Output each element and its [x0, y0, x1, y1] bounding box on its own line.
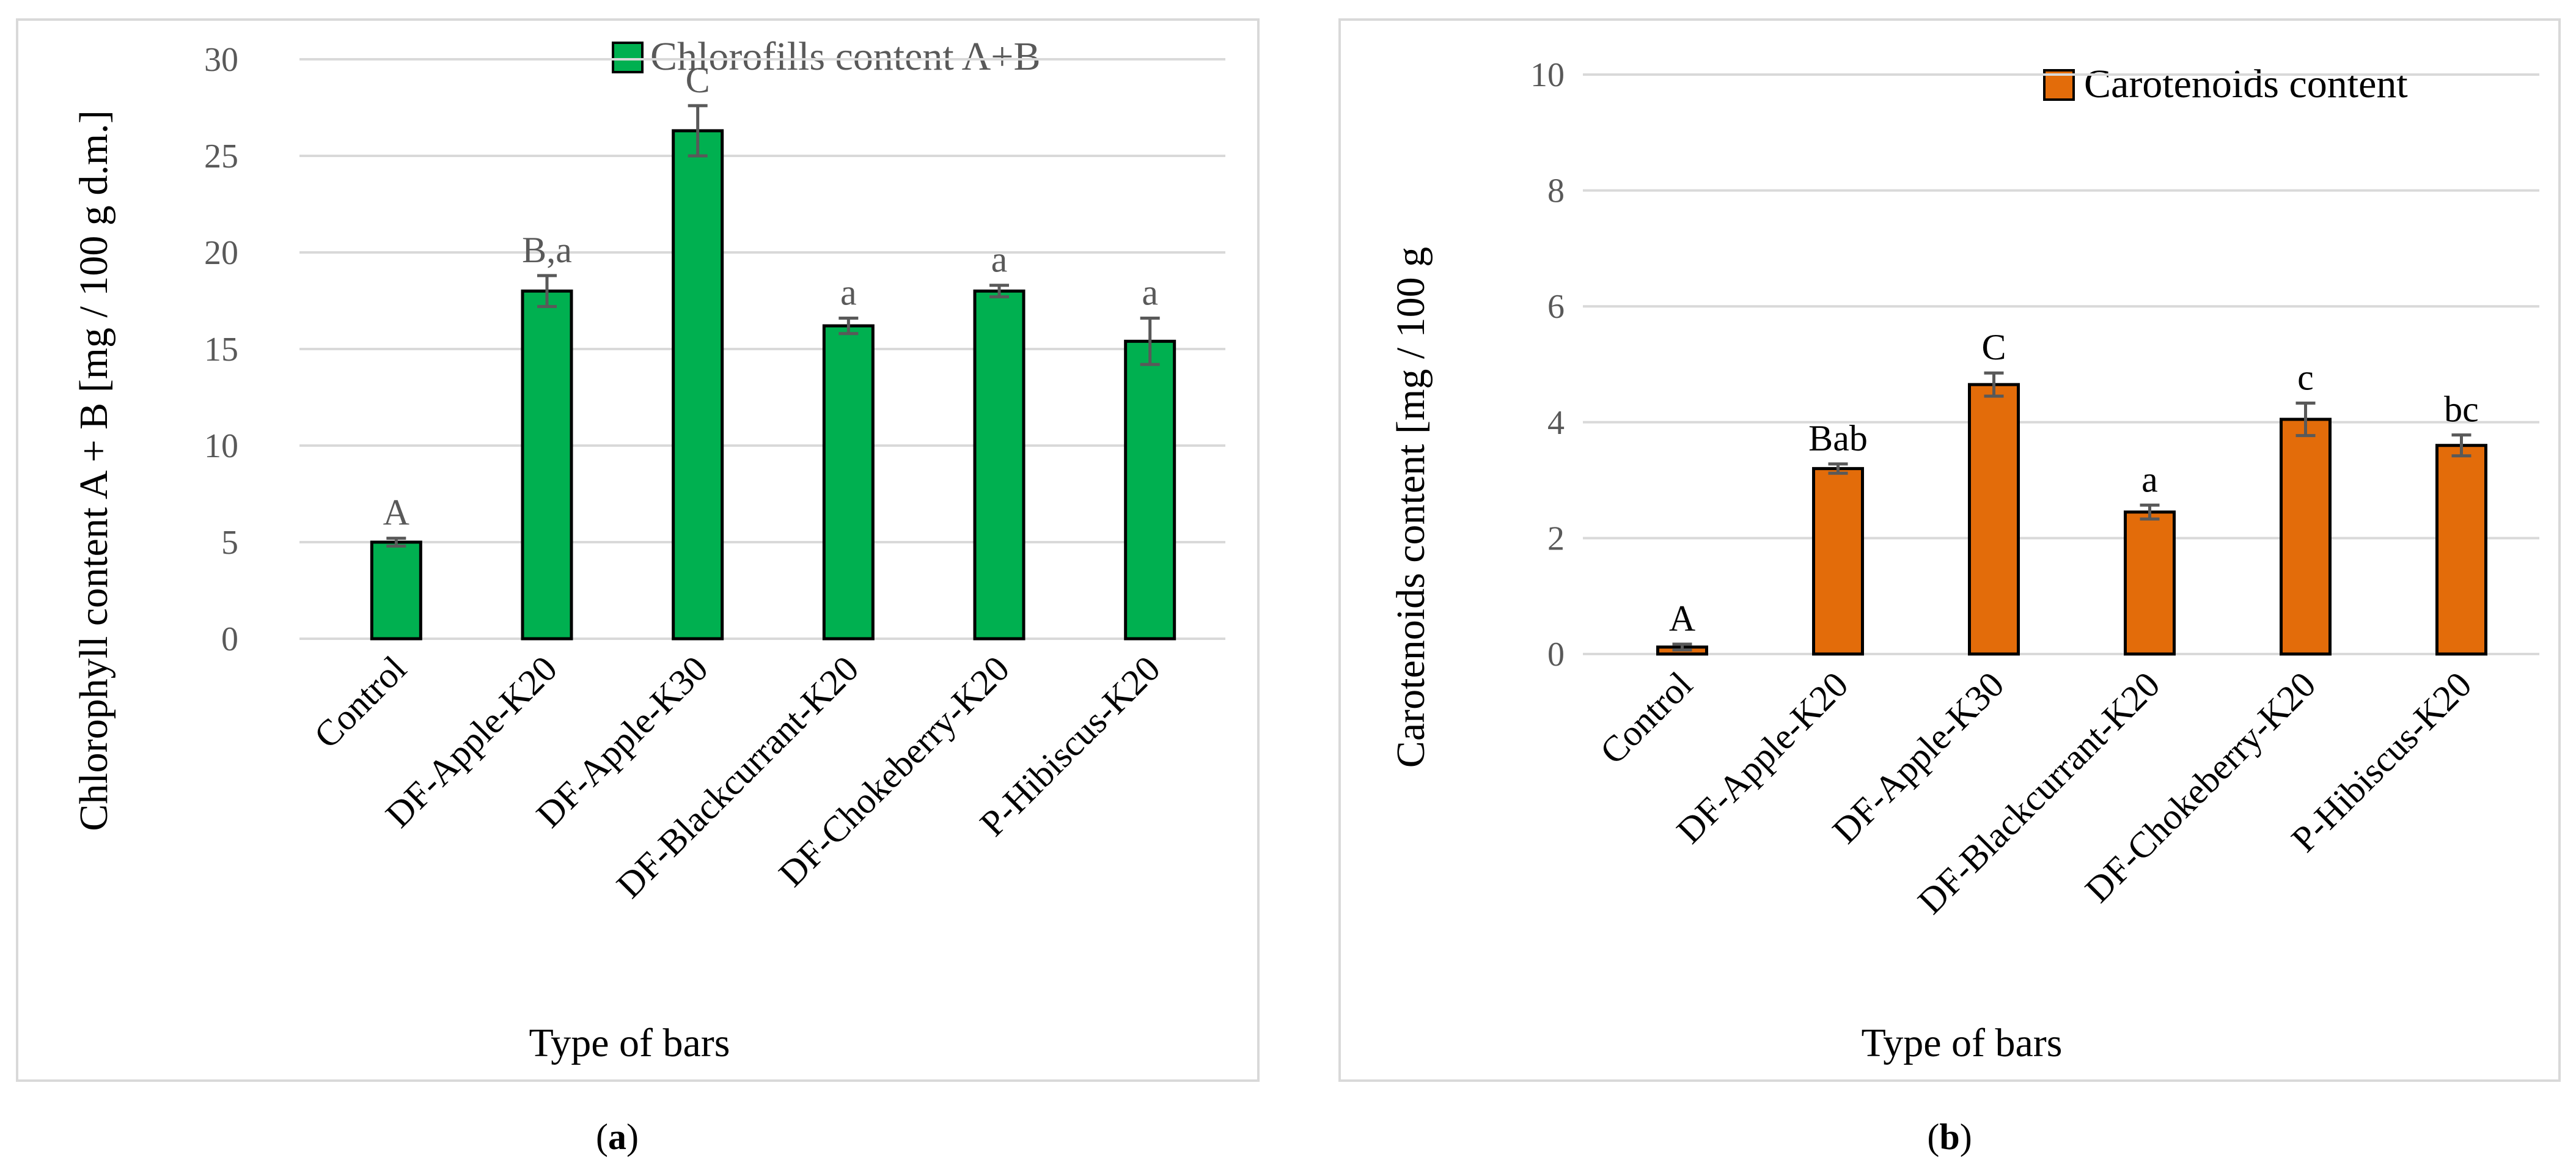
panel-a-ylabel: Chlorophyll content A + B [mg / 100 g d.…	[72, 110, 116, 831]
panel-a-data-label: a	[991, 240, 1008, 280]
panel-a-bar	[973, 289, 1026, 641]
caption-b-letter: b	[1939, 1117, 1959, 1157]
panel-a-legend-label: Chlorofills content A+B	[650, 34, 1041, 79]
panel-b-data-label: Bab	[1808, 418, 1868, 458]
panel-b-xlabel: Type of bars	[1862, 1021, 2063, 1065]
panel-b-legend-label: Carotenoids content	[2084, 62, 2408, 106]
svg-text:(a): (a)	[596, 1117, 639, 1157]
panel-a-data-label: a	[840, 272, 857, 312]
panel-b-ytick-label: 2	[1547, 520, 1565, 557]
panel-a-bar	[521, 289, 573, 641]
panel-a-category-label: Control	[306, 649, 414, 756]
caption-b-open: (	[1927, 1117, 1939, 1157]
panel-a-data-label: B,a	[522, 230, 572, 270]
panel-a-ytick-label: 30	[204, 41, 238, 79]
panel-a-data-label: A	[383, 493, 409, 533]
panel-b-frame	[1338, 18, 2561, 1082]
panel-b-bar	[1968, 383, 2020, 656]
panel-a-chart: Chlorophyll content A + B [mg / 100 g d.…	[72, 34, 1225, 1065]
caption-a-letter: a	[608, 1117, 626, 1157]
caption-a-close: )	[626, 1117, 639, 1157]
panel-b-data-label: c	[2297, 358, 2314, 398]
panel-b-ytick-label: 8	[1547, 172, 1565, 210]
panel-b-ytick-label: 4	[1547, 404, 1565, 442]
panel-b-data-label: a	[2141, 459, 2158, 499]
panel-a-ytick-label: 15	[204, 331, 238, 369]
panel-a-ytick-label: 10	[204, 427, 238, 465]
panel-a-ytick-label: 5	[221, 524, 238, 562]
panel-a-legend-swatch	[612, 42, 644, 73]
panel-a-caption: (a)	[596, 1117, 639, 1157]
panel-a-frame	[16, 18, 1260, 1082]
panel-a-data-label: C	[686, 60, 710, 100]
panel-a-bar	[822, 324, 875, 641]
panel-b-bar	[2435, 444, 2487, 656]
panel-b-ylabel: Carotenoids content [mg / 100 g	[1389, 247, 1433, 768]
panel-a-bar	[1124, 339, 1176, 641]
panel-a-ytick-label: 0	[221, 620, 238, 658]
panel-a-bar	[672, 129, 724, 641]
panel-a-category-label: DF-Blackcurrant-K20	[609, 649, 866, 906]
caption-b-close: )	[1960, 1117, 1972, 1157]
panel-b-ytick-label: 10	[1530, 56, 1565, 94]
panel-a-xlabel: Type of bars	[529, 1021, 730, 1065]
panel-a-data-label: a	[1142, 272, 1158, 312]
panel-b-data-label: bc	[2444, 389, 2479, 430]
panel-a-ytick-label: 20	[204, 234, 238, 272]
panel-b-bar	[2280, 417, 2332, 656]
panel-b-bar	[1812, 467, 1864, 656]
panel-b-ytick-label: 6	[1547, 288, 1565, 326]
panel-b-chart: Carotenoids content [mg / 100 g Type of …	[1389, 56, 2539, 1065]
caption-a-open: (	[596, 1117, 608, 1157]
panel-b-data-label: A	[1669, 598, 1695, 639]
panel-b-bar	[2124, 510, 2176, 656]
panel-a-bar	[370, 540, 422, 641]
panel-a-ytick-label: 25	[204, 138, 238, 175]
panel-b-category-label: Control	[1592, 664, 1700, 772]
panel-b-ytick-label: 0	[1547, 636, 1565, 674]
panel-b-caption: (b)	[1927, 1117, 1972, 1157]
panel-b-data-label: C	[1981, 327, 2006, 367]
svg-text:(b): (b)	[1927, 1117, 1972, 1157]
